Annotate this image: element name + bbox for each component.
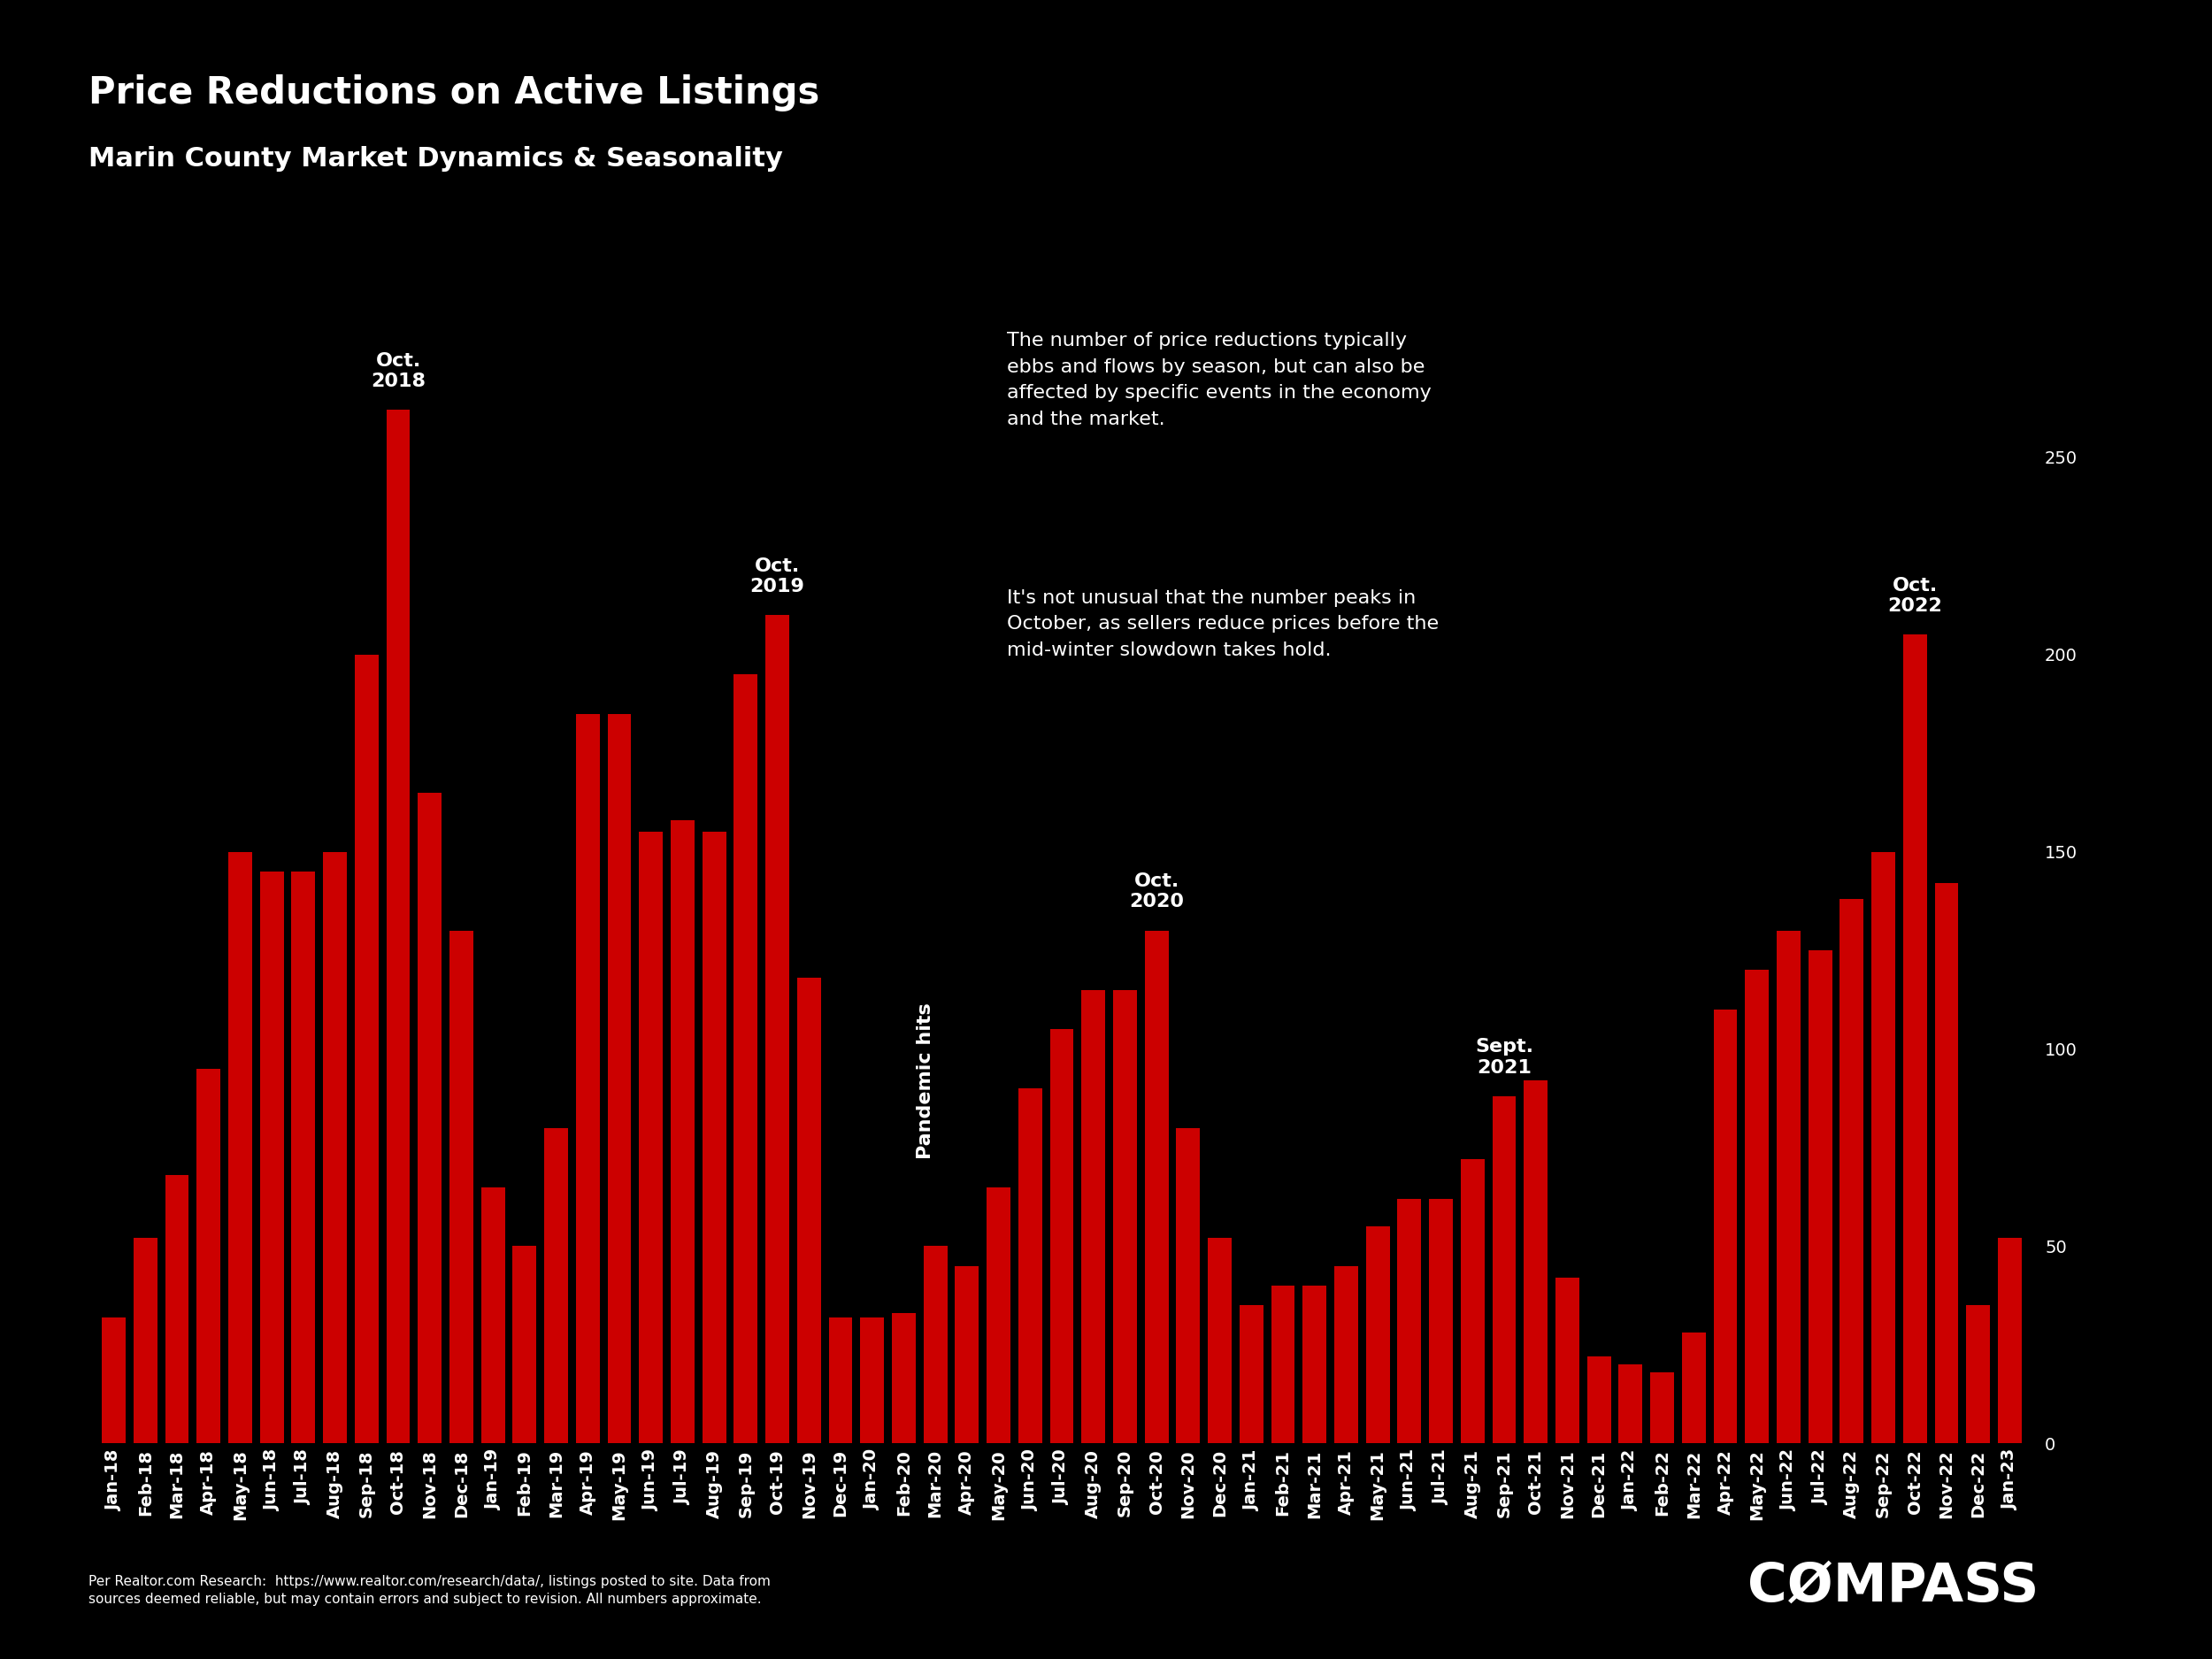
Bar (1493, 1097, 1515, 1443)
Bar (354, 655, 378, 1443)
Bar (734, 674, 757, 1443)
Bar (1840, 899, 1863, 1443)
Bar (197, 1068, 221, 1443)
Bar (323, 851, 347, 1443)
Text: Price Reductions on Active Listings: Price Reductions on Active Listings (88, 75, 818, 111)
Bar (1018, 1088, 1042, 1443)
Text: Oct.
2022: Oct. 2022 (1887, 577, 1942, 615)
Bar (1588, 1357, 1610, 1443)
Bar (228, 851, 252, 1443)
Bar (830, 1317, 852, 1443)
Bar (796, 977, 821, 1443)
Bar (703, 833, 726, 1443)
Text: Sept.
2021: Sept. 2021 (1475, 1039, 1533, 1077)
Bar (1650, 1372, 1674, 1443)
Text: It's not unusual that the number peaks in
October, as sellers reduce prices befo: It's not unusual that the number peaks i… (1006, 589, 1438, 659)
Bar (925, 1246, 947, 1443)
Text: Marin County Market Dynamics & Seasonality: Marin County Market Dynamics & Seasonali… (88, 146, 783, 171)
Bar (1681, 1332, 1705, 1443)
Bar (765, 615, 790, 1443)
Text: Per Realtor.com Research:  https://www.realtor.com/research/data/, listings post: Per Realtor.com Research: https://www.re… (88, 1574, 770, 1606)
Bar (544, 1128, 568, 1443)
Bar (860, 1317, 885, 1443)
Bar (1524, 1080, 1548, 1443)
Text: CØMPASS: CØMPASS (1747, 1561, 2039, 1613)
Bar (1051, 1029, 1073, 1443)
Bar (956, 1266, 978, 1443)
Bar (1082, 990, 1106, 1443)
Bar (166, 1175, 188, 1443)
Bar (1902, 635, 1927, 1443)
Bar (1303, 1286, 1327, 1443)
Bar (1997, 1238, 2022, 1443)
Text: Oct.
2020: Oct. 2020 (1128, 873, 1183, 911)
Bar (387, 410, 409, 1443)
Bar (1398, 1199, 1422, 1443)
Bar (670, 820, 695, 1443)
Bar (261, 871, 283, 1443)
Bar (1272, 1286, 1294, 1443)
Bar (608, 713, 630, 1443)
Text: The number of price reductions typically
ebbs and flows by season, but can also : The number of price reductions typically… (1006, 332, 1431, 428)
Bar (891, 1314, 916, 1443)
Bar (1776, 931, 1801, 1443)
Bar (1619, 1364, 1641, 1443)
Bar (482, 1186, 504, 1443)
Text: Oct.
2018: Oct. 2018 (372, 352, 425, 390)
Bar (987, 1186, 1011, 1443)
Bar (133, 1238, 157, 1443)
Bar (639, 833, 664, 1443)
Bar (1239, 1306, 1263, 1443)
Bar (102, 1317, 126, 1443)
Bar (1555, 1277, 1579, 1443)
Bar (1177, 1128, 1199, 1443)
Bar (1745, 971, 1770, 1443)
Bar (1714, 1009, 1736, 1443)
Bar (292, 871, 316, 1443)
Bar (1113, 990, 1137, 1443)
Text: Oct.
2019: Oct. 2019 (750, 557, 805, 596)
Bar (418, 793, 442, 1443)
Bar (449, 931, 473, 1443)
Bar (513, 1246, 538, 1443)
Bar (1809, 951, 1832, 1443)
Text: Pandemic hits: Pandemic hits (918, 1004, 936, 1160)
Bar (1429, 1199, 1453, 1443)
Bar (1146, 931, 1168, 1443)
Bar (1871, 851, 1896, 1443)
Bar (1966, 1306, 1991, 1443)
Bar (1334, 1266, 1358, 1443)
Bar (575, 713, 599, 1443)
Bar (1936, 883, 1958, 1443)
Bar (1367, 1226, 1389, 1443)
Bar (1208, 1238, 1232, 1443)
Bar (1460, 1160, 1484, 1443)
